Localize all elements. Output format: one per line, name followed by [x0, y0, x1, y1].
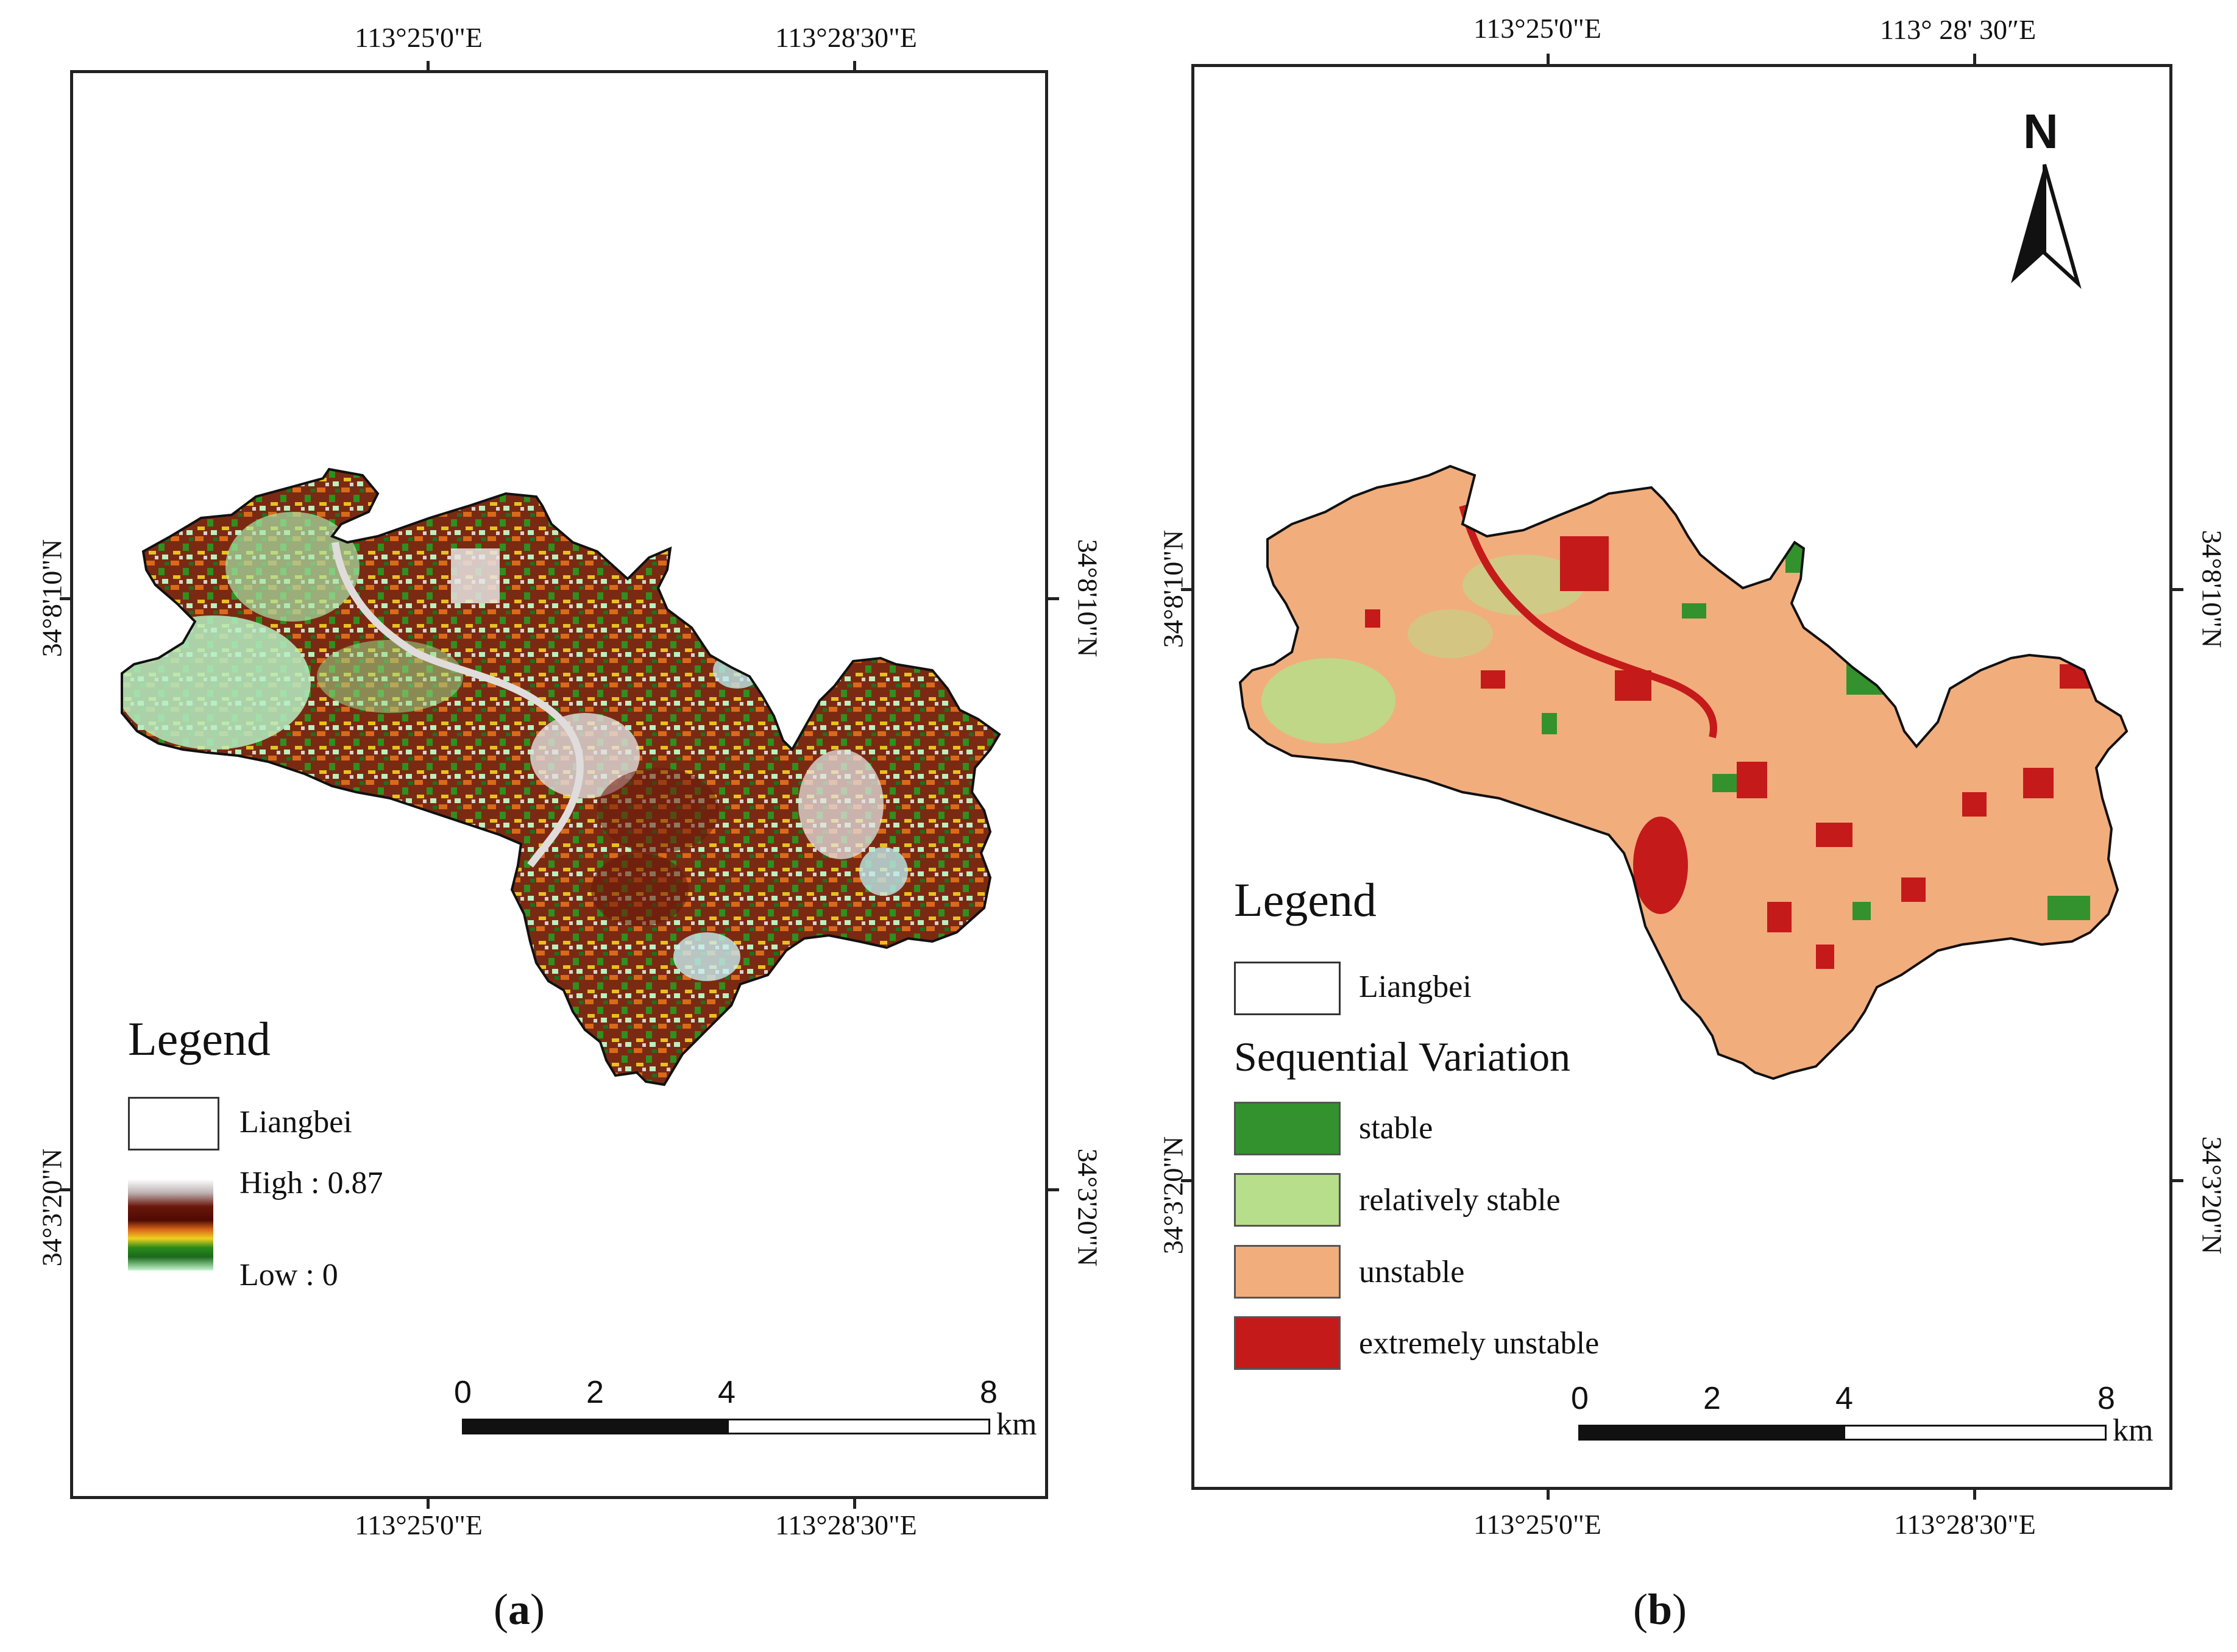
bottom-lon-label-2: 113°28'30"E	[1894, 1509, 2036, 1540]
tick	[1973, 54, 1976, 65]
tick	[60, 597, 71, 600]
tick	[2172, 588, 2183, 591]
index-map-a	[121, 468, 1001, 1086]
tick	[427, 1498, 430, 1509]
tick	[1181, 1179, 1192, 1182]
scale-tick-0-a: 0	[454, 1375, 472, 1410]
scale-tick-4-a: 4	[718, 1375, 736, 1410]
class-swatch-unstable	[1234, 1245, 1341, 1299]
tick	[853, 61, 856, 72]
tick	[1181, 588, 1192, 591]
scale-unit-b: km	[2113, 1413, 2154, 1448]
top-lon-label-2: 113°28'30"E	[775, 22, 917, 53]
caption-open-b: (	[1633, 1585, 1648, 1634]
class-label-stable: stable	[1359, 1111, 1433, 1146]
scale-tick-2-b: 2	[1703, 1381, 1721, 1416]
scale-bar-white-b	[1843, 1425, 2107, 1441]
scale-unit-a: km	[996, 1407, 1037, 1442]
scale-tick-0-b: 0	[1571, 1381, 1589, 1416]
color-ramp-a	[128, 1179, 213, 1271]
bottom-lon-label-1: 113°25'0"E	[1473, 1509, 1601, 1540]
north-arrow-icon	[2011, 164, 2082, 289]
legend-title-a: Legend	[128, 1012, 271, 1065]
caption-close-b: )	[1672, 1585, 1687, 1634]
tick	[60, 1188, 71, 1191]
tick	[1547, 54, 1550, 65]
north-label: N	[2023, 104, 2058, 158]
scale-tick-8-a: 8	[980, 1375, 998, 1410]
tick	[1048, 1188, 1059, 1191]
caption-letter-a: a	[508, 1585, 530, 1634]
caption-close-a: )	[530, 1585, 545, 1634]
class-swatch-extremely-unstable	[1234, 1316, 1341, 1370]
caption-a: (a)	[494, 1584, 545, 1635]
legend-title-b: Legend	[1234, 873, 1377, 926]
high-label-a: High : 0.87	[239, 1166, 383, 1200]
top-lon-label-1: 113°25'0"E	[355, 22, 483, 53]
right-lat-label-1: 34°8'10"N	[2196, 530, 2228, 648]
boundary-swatch-a	[128, 1097, 219, 1150]
bottom-lon-label-2: 113°28'30"E	[775, 1509, 917, 1540]
class-swatch-stable	[1234, 1102, 1341, 1155]
tick	[427, 61, 430, 72]
boundary-swatch-b	[1234, 962, 1341, 1015]
caption-open-a: (	[494, 1585, 508, 1634]
scale-tick-8-b: 8	[2097, 1381, 2115, 1416]
low-label-a: Low : 0	[239, 1258, 338, 1292]
class-label-relatively-stable: relatively stable	[1359, 1183, 1561, 1218]
bottom-lon-label-1: 113°25'0"E	[355, 1509, 483, 1540]
caption-b: (b)	[1633, 1584, 1687, 1635]
boundary-label-b: Liangbei	[1359, 970, 1472, 1004]
class-label-unstable: unstable	[1359, 1255, 1465, 1289]
boundary-label-a: Liangbei	[239, 1105, 352, 1140]
top-lon-label-2: 113° 28' 30″E	[1880, 14, 2037, 45]
scale-bar-black-a	[462, 1419, 729, 1434]
tick	[1048, 597, 1059, 600]
scale-tick-2-a: 2	[586, 1375, 604, 1410]
tick	[2172, 1179, 2183, 1182]
top-lon-label-1: 113°25'0"E	[1473, 13, 1601, 44]
class-swatch-relatively-stable	[1234, 1173, 1341, 1227]
sequential-variation-title: Sequential Variation	[1234, 1033, 1571, 1080]
right-lat-label-2: 34°3'20"N	[2196, 1136, 2228, 1255]
scale-bar-white-a	[727, 1419, 990, 1434]
scale-tick-4-b: 4	[1835, 1381, 1853, 1416]
tick	[1973, 1489, 1976, 1500]
class-label-extremely-unstable: extremely unstable	[1359, 1326, 1600, 1361]
tick	[1547, 1489, 1550, 1500]
scale-bar-black-b	[1578, 1425, 1845, 1441]
caption-letter-b: b	[1647, 1585, 1673, 1634]
stability-map-b	[1239, 465, 2128, 1080]
tick	[853, 1498, 856, 1509]
